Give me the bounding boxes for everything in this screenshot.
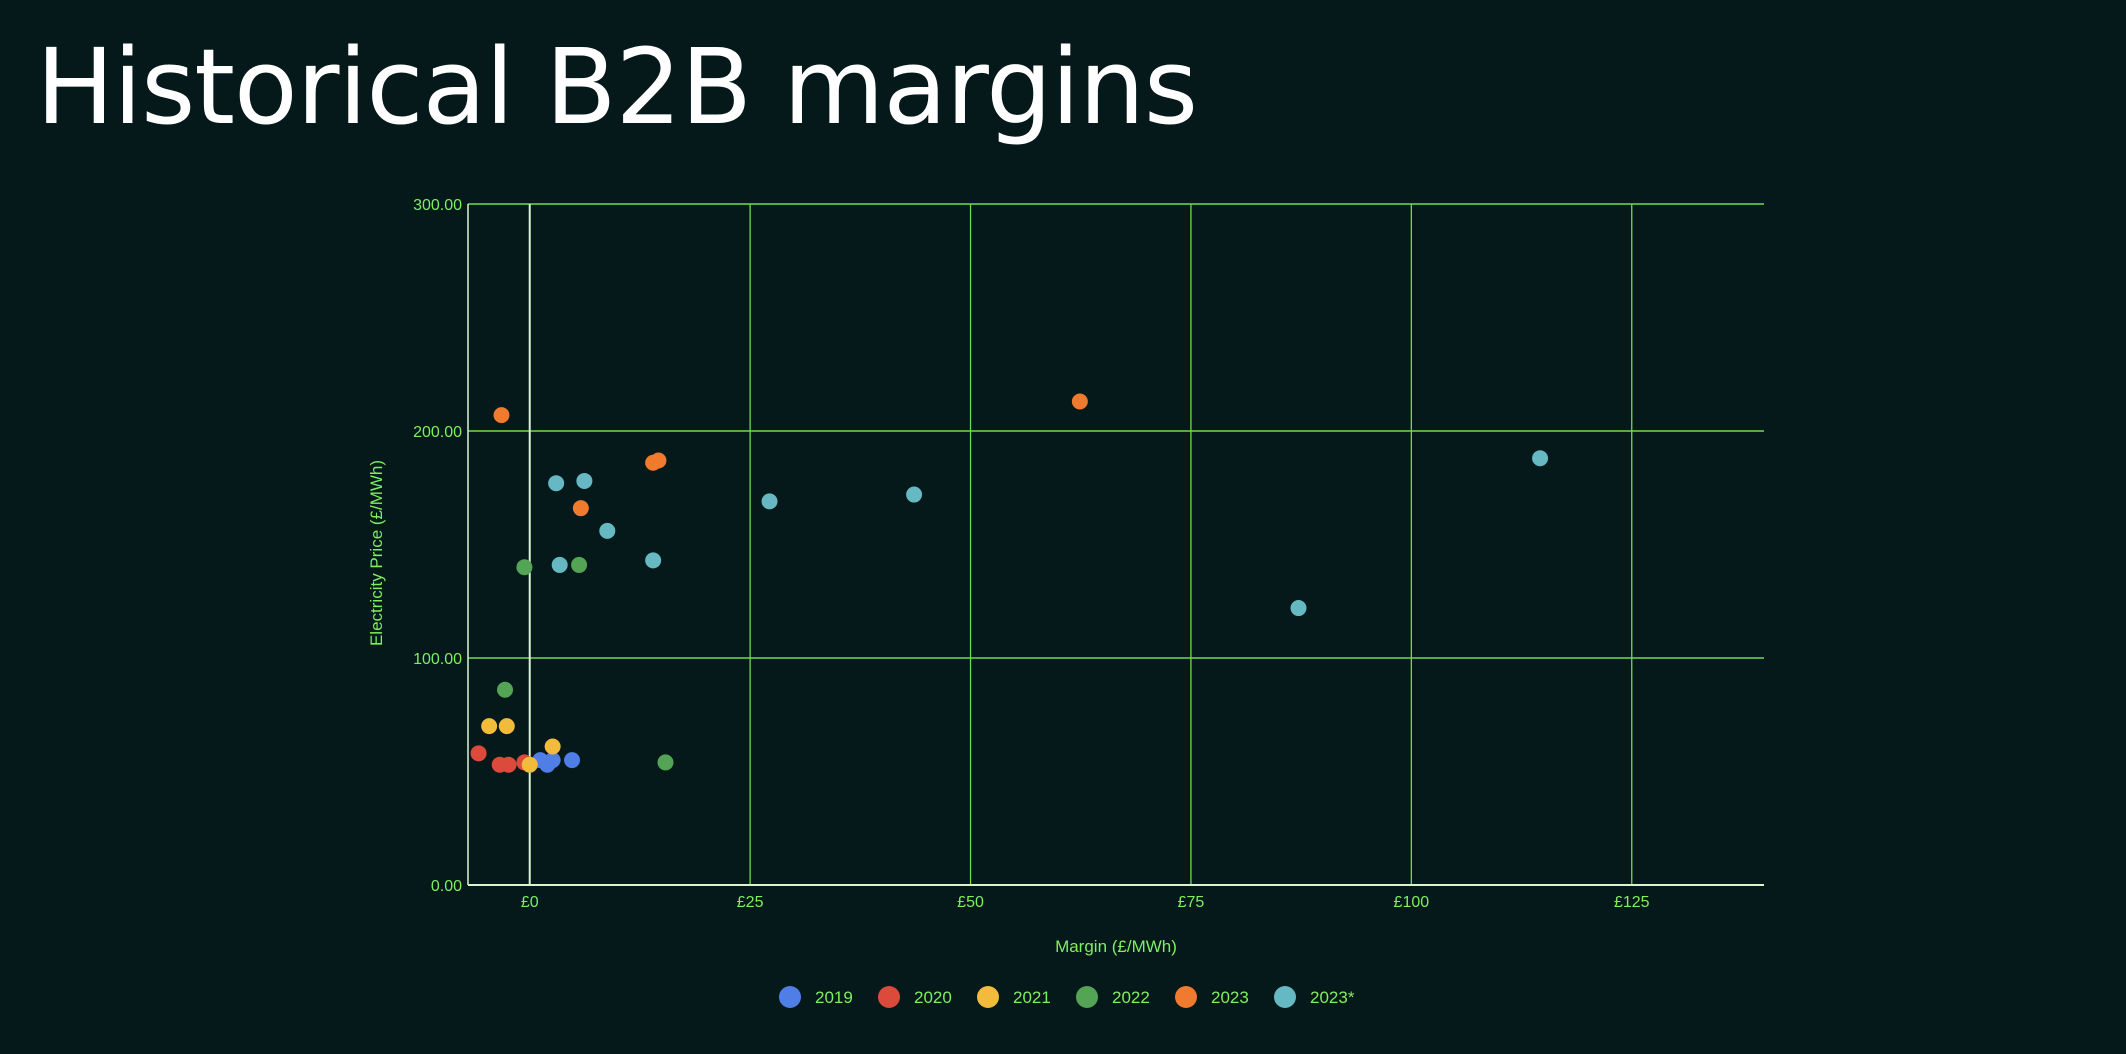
legend-label: 2023: [1211, 988, 1249, 1007]
grid: [468, 203, 1764, 885]
legend-marker: [779, 986, 801, 1008]
data-point-2023-star: [1532, 450, 1549, 467]
legend-marker: [977, 986, 999, 1008]
data-point-2021: [498, 718, 515, 735]
data-point-2023-star: [906, 486, 923, 503]
y-axis-title: Electricity Price (£/MWh): [367, 460, 386, 646]
data-point-2023-star: [551, 556, 568, 573]
legend-label: 2020: [914, 988, 952, 1007]
legend-label: 2023*: [1310, 988, 1355, 1007]
x-axis-title: Margin (£/MWh): [1055, 937, 1177, 956]
data-point-2022: [516, 559, 533, 576]
data-point-2021: [521, 756, 538, 773]
legend-label: 2022: [1112, 988, 1150, 1007]
data-point-2022: [657, 754, 674, 771]
legend-marker: [1175, 986, 1197, 1008]
y-tick-label: 300.00: [413, 197, 462, 214]
legend-marker: [878, 986, 900, 1008]
y-tick-label: 100.00: [413, 651, 462, 668]
legend-label: 2019: [815, 988, 853, 1007]
legend-marker: [1076, 986, 1098, 1008]
data-point-2021: [481, 718, 498, 735]
data-point-2019: [564, 752, 581, 769]
x-tick-label: £25: [737, 894, 764, 911]
x-tick-label: £125: [1614, 894, 1650, 911]
data-points: [470, 393, 1549, 773]
data-point-2023-star: [599, 522, 616, 539]
x-tick-label: £50: [957, 894, 984, 911]
data-point-2023-star: [576, 472, 593, 489]
data-point-2023: [1071, 393, 1088, 410]
data-point-2020: [500, 756, 517, 773]
data-point-2023: [650, 452, 667, 469]
legend-marker: [1274, 986, 1296, 1008]
data-point-2023-star: [645, 552, 662, 569]
data-point-2019: [544, 752, 561, 769]
data-point-2023: [572, 500, 589, 517]
legend-label: 2021: [1013, 988, 1051, 1007]
x-tick-label: £100: [1394, 894, 1430, 911]
x-tick-label: £75: [1178, 894, 1205, 911]
legend: 2019 2020 2021 2022 2023 2023*: [779, 986, 1355, 1008]
data-point-2023-star: [548, 475, 565, 492]
data-point-2022: [571, 556, 588, 573]
y-tick-label: 200.00: [413, 424, 462, 441]
data-point-2021: [544, 738, 561, 755]
data-point-2023: [493, 407, 510, 424]
axes: [467, 204, 1764, 886]
page-title: Historical B2B margins: [36, 26, 1198, 148]
data-point-2023-star: [1290, 600, 1307, 617]
data-point-2022: [497, 681, 514, 698]
data-point-2023-star: [761, 493, 778, 510]
tick-labels: 0.00 100.00 200.00 300.00 £0 £25 £50 £75 £100 £12…: [413, 197, 1650, 911]
y-tick-label: 0.00: [431, 878, 462, 895]
x-tick-label: £0: [521, 894, 539, 911]
data-point-2020: [470, 745, 487, 762]
